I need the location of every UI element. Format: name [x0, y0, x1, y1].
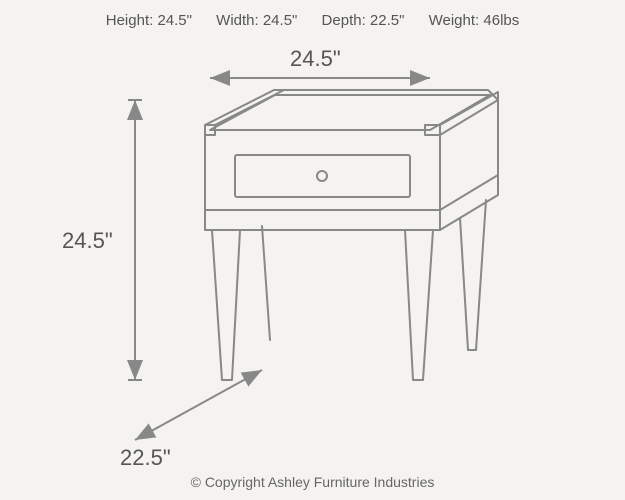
dim-width-label: 24.5" — [290, 46, 341, 72]
spec-width: Width: 24.5" — [216, 12, 301, 29]
dim-height-arrow — [128, 100, 142, 380]
spec-depth: Depth: 22.5" — [322, 12, 409, 29]
spec-line: Height: 24.5" Width: 24.5" Depth: 22.5" … — [0, 12, 625, 29]
spec-width-label: Width: — [216, 12, 259, 29]
spec-weight-value: 46lbs — [483, 12, 519, 29]
spec-depth-value: 22.5" — [370, 12, 405, 29]
spec-height-value: 24.5" — [157, 12, 192, 29]
spec-height: Height: 24.5" — [106, 12, 196, 29]
dim-height-label: 24.5" — [62, 228, 113, 254]
dim-depth-arrow — [135, 370, 262, 440]
copyright-text: © Copyright Ashley Furniture Industries — [0, 474, 625, 490]
table-drawing — [205, 90, 498, 380]
spec-weight-label: Weight: — [429, 12, 480, 29]
spec-width-value: 24.5" — [263, 12, 298, 29]
spec-height-label: Height: — [106, 12, 154, 29]
spec-weight: Weight: 46lbs — [429, 12, 520, 29]
spec-depth-label: Depth: — [322, 12, 366, 29]
dim-depth-label: 22.5" — [120, 445, 171, 471]
